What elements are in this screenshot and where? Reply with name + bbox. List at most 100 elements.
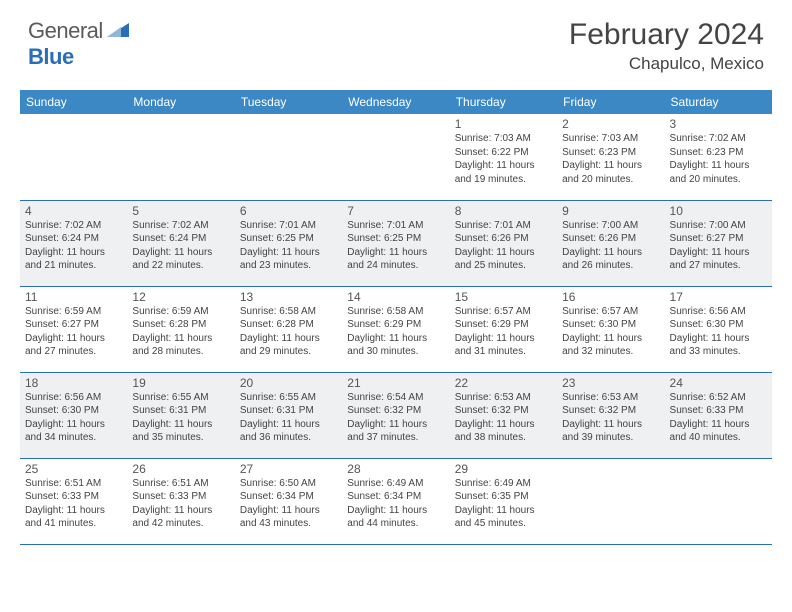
day-cell: 12Sunrise: 6:59 AMSunset: 6:28 PMDayligh… bbox=[127, 286, 234, 372]
day-info: Sunrise: 6:53 AMSunset: 6:32 PMDaylight:… bbox=[455, 391, 552, 445]
week-row: 11Sunrise: 6:59 AMSunset: 6:27 PMDayligh… bbox=[20, 286, 772, 372]
day-info: Sunrise: 6:51 AMSunset: 6:33 PMDaylight:… bbox=[132, 477, 229, 531]
logo-text-blue: Blue bbox=[28, 44, 74, 69]
day-number: 26 bbox=[132, 462, 229, 476]
day-info: Sunrise: 7:02 AMSunset: 6:24 PMDaylight:… bbox=[132, 219, 229, 273]
calendar-table: SundayMondayTuesdayWednesdayThursdayFrid… bbox=[20, 90, 772, 545]
day-header: Tuesday bbox=[235, 90, 342, 114]
header: General February 2024 Chapulco, Mexico bbox=[0, 0, 792, 82]
day-header: Friday bbox=[557, 90, 664, 114]
day-header: Monday bbox=[127, 90, 234, 114]
day-number: 10 bbox=[670, 204, 767, 218]
day-header: Wednesday bbox=[342, 90, 449, 114]
day-info: Sunrise: 6:50 AMSunset: 6:34 PMDaylight:… bbox=[240, 477, 337, 531]
empty-cell bbox=[342, 114, 449, 200]
day-cell: 17Sunrise: 6:56 AMSunset: 6:30 PMDayligh… bbox=[665, 286, 772, 372]
day-number: 6 bbox=[240, 204, 337, 218]
day-info: Sunrise: 7:03 AMSunset: 6:23 PMDaylight:… bbox=[562, 132, 659, 186]
day-info: Sunrise: 7:01 AMSunset: 6:26 PMDaylight:… bbox=[455, 219, 552, 273]
day-cell: 24Sunrise: 6:52 AMSunset: 6:33 PMDayligh… bbox=[665, 372, 772, 458]
day-cell: 9Sunrise: 7:00 AMSunset: 6:26 PMDaylight… bbox=[557, 200, 664, 286]
week-row: 18Sunrise: 6:56 AMSunset: 6:30 PMDayligh… bbox=[20, 372, 772, 458]
day-number: 14 bbox=[347, 290, 444, 304]
day-cell: 2Sunrise: 7:03 AMSunset: 6:23 PMDaylight… bbox=[557, 114, 664, 200]
day-cell: 18Sunrise: 6:56 AMSunset: 6:30 PMDayligh… bbox=[20, 372, 127, 458]
day-number: 13 bbox=[240, 290, 337, 304]
day-info: Sunrise: 6:59 AMSunset: 6:28 PMDaylight:… bbox=[132, 305, 229, 359]
day-info: Sunrise: 6:53 AMSunset: 6:32 PMDaylight:… bbox=[562, 391, 659, 445]
day-number: 20 bbox=[240, 376, 337, 390]
day-number: 11 bbox=[25, 290, 122, 304]
day-number: 18 bbox=[25, 376, 122, 390]
logo: General bbox=[28, 18, 131, 44]
day-info: Sunrise: 6:58 AMSunset: 6:29 PMDaylight:… bbox=[347, 305, 444, 359]
day-cell: 27Sunrise: 6:50 AMSunset: 6:34 PMDayligh… bbox=[235, 458, 342, 544]
day-cell: 10Sunrise: 7:00 AMSunset: 6:27 PMDayligh… bbox=[665, 200, 772, 286]
day-cell: 20Sunrise: 6:55 AMSunset: 6:31 PMDayligh… bbox=[235, 372, 342, 458]
day-info: Sunrise: 6:55 AMSunset: 6:31 PMDaylight:… bbox=[132, 391, 229, 445]
day-number: 5 bbox=[132, 204, 229, 218]
day-cell: 25Sunrise: 6:51 AMSunset: 6:33 PMDayligh… bbox=[20, 458, 127, 544]
logo-triangle-icon bbox=[107, 21, 129, 42]
day-info: Sunrise: 6:49 AMSunset: 6:35 PMDaylight:… bbox=[455, 477, 552, 531]
day-info: Sunrise: 6:54 AMSunset: 6:32 PMDaylight:… bbox=[347, 391, 444, 445]
day-info: Sunrise: 7:02 AMSunset: 6:23 PMDaylight:… bbox=[670, 132, 767, 186]
day-cell: 28Sunrise: 6:49 AMSunset: 6:34 PMDayligh… bbox=[342, 458, 449, 544]
empty-cell bbox=[665, 458, 772, 544]
day-info: Sunrise: 7:03 AMSunset: 6:22 PMDaylight:… bbox=[455, 132, 552, 186]
day-number: 12 bbox=[132, 290, 229, 304]
title-block: February 2024 Chapulco, Mexico bbox=[569, 18, 764, 74]
logo-text-general: General bbox=[28, 18, 103, 44]
day-number: 2 bbox=[562, 117, 659, 131]
day-number: 28 bbox=[347, 462, 444, 476]
day-info: Sunrise: 7:01 AMSunset: 6:25 PMDaylight:… bbox=[240, 219, 337, 273]
day-cell: 16Sunrise: 6:57 AMSunset: 6:30 PMDayligh… bbox=[557, 286, 664, 372]
day-header: Thursday bbox=[450, 90, 557, 114]
page-title: February 2024 bbox=[569, 18, 764, 52]
day-info: Sunrise: 6:59 AMSunset: 6:27 PMDaylight:… bbox=[25, 305, 122, 359]
day-number: 4 bbox=[25, 204, 122, 218]
day-info: Sunrise: 6:49 AMSunset: 6:34 PMDaylight:… bbox=[347, 477, 444, 531]
day-number: 7 bbox=[347, 204, 444, 218]
day-cell: 19Sunrise: 6:55 AMSunset: 6:31 PMDayligh… bbox=[127, 372, 234, 458]
day-info: Sunrise: 6:57 AMSunset: 6:29 PMDaylight:… bbox=[455, 305, 552, 359]
day-info: Sunrise: 7:02 AMSunset: 6:24 PMDaylight:… bbox=[25, 219, 122, 273]
day-header: Saturday bbox=[665, 90, 772, 114]
day-number: 8 bbox=[455, 204, 552, 218]
day-cell: 13Sunrise: 6:58 AMSunset: 6:28 PMDayligh… bbox=[235, 286, 342, 372]
day-info: Sunrise: 7:01 AMSunset: 6:25 PMDaylight:… bbox=[347, 219, 444, 273]
day-cell: 15Sunrise: 6:57 AMSunset: 6:29 PMDayligh… bbox=[450, 286, 557, 372]
day-header: Sunday bbox=[20, 90, 127, 114]
day-cell: 29Sunrise: 6:49 AMSunset: 6:35 PMDayligh… bbox=[450, 458, 557, 544]
day-number: 19 bbox=[132, 376, 229, 390]
day-info: Sunrise: 6:57 AMSunset: 6:30 PMDaylight:… bbox=[562, 305, 659, 359]
logo-text-blue-wrap: Blue bbox=[28, 44, 74, 70]
day-number: 25 bbox=[25, 462, 122, 476]
day-number: 23 bbox=[562, 376, 659, 390]
day-info: Sunrise: 6:56 AMSunset: 6:30 PMDaylight:… bbox=[670, 305, 767, 359]
day-info: Sunrise: 6:55 AMSunset: 6:31 PMDaylight:… bbox=[240, 391, 337, 445]
day-cell: 1Sunrise: 7:03 AMSunset: 6:22 PMDaylight… bbox=[450, 114, 557, 200]
day-cell: 5Sunrise: 7:02 AMSunset: 6:24 PMDaylight… bbox=[127, 200, 234, 286]
day-info: Sunrise: 6:58 AMSunset: 6:28 PMDaylight:… bbox=[240, 305, 337, 359]
day-number: 1 bbox=[455, 117, 552, 131]
week-row: 4Sunrise: 7:02 AMSunset: 6:24 PMDaylight… bbox=[20, 200, 772, 286]
day-info: Sunrise: 6:56 AMSunset: 6:30 PMDaylight:… bbox=[25, 391, 122, 445]
day-number: 24 bbox=[670, 376, 767, 390]
week-row: 25Sunrise: 6:51 AMSunset: 6:33 PMDayligh… bbox=[20, 458, 772, 544]
day-number: 27 bbox=[240, 462, 337, 476]
day-info: Sunrise: 7:00 AMSunset: 6:26 PMDaylight:… bbox=[562, 219, 659, 273]
day-number: 22 bbox=[455, 376, 552, 390]
day-cell: 6Sunrise: 7:01 AMSunset: 6:25 PMDaylight… bbox=[235, 200, 342, 286]
day-cell: 23Sunrise: 6:53 AMSunset: 6:32 PMDayligh… bbox=[557, 372, 664, 458]
day-cell: 4Sunrise: 7:02 AMSunset: 6:24 PMDaylight… bbox=[20, 200, 127, 286]
day-cell: 21Sunrise: 6:54 AMSunset: 6:32 PMDayligh… bbox=[342, 372, 449, 458]
day-number: 17 bbox=[670, 290, 767, 304]
day-cell: 11Sunrise: 6:59 AMSunset: 6:27 PMDayligh… bbox=[20, 286, 127, 372]
day-number: 9 bbox=[562, 204, 659, 218]
day-info: Sunrise: 6:51 AMSunset: 6:33 PMDaylight:… bbox=[25, 477, 122, 531]
day-number: 16 bbox=[562, 290, 659, 304]
day-cell: 8Sunrise: 7:01 AMSunset: 6:26 PMDaylight… bbox=[450, 200, 557, 286]
day-cell: 26Sunrise: 6:51 AMSunset: 6:33 PMDayligh… bbox=[127, 458, 234, 544]
day-cell: 3Sunrise: 7:02 AMSunset: 6:23 PMDaylight… bbox=[665, 114, 772, 200]
